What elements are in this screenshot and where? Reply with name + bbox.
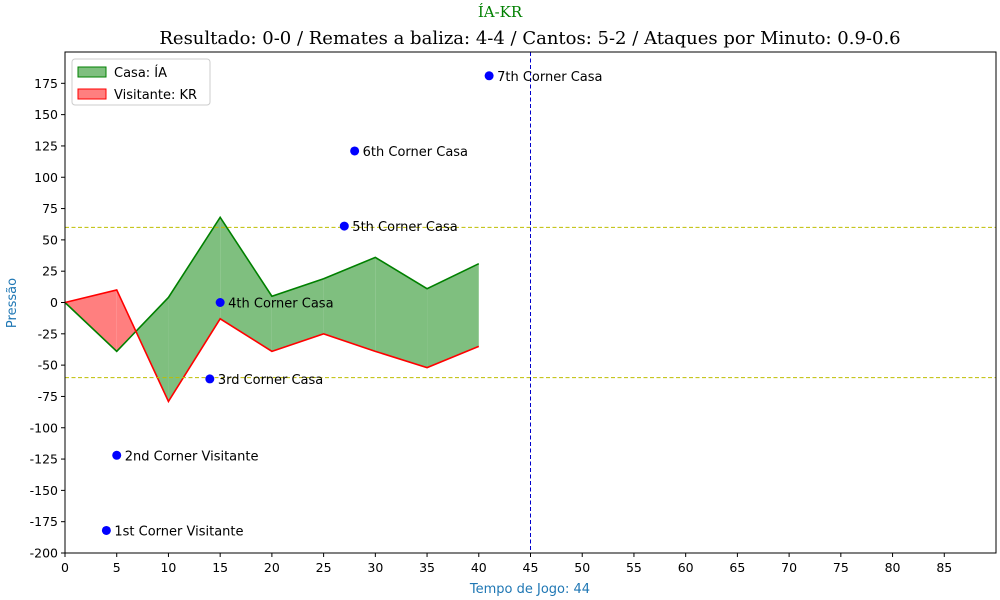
- corner-label-6: 7th Corner Casa: [497, 70, 602, 85]
- legend-label-0: Casa: ÍA: [114, 65, 167, 81]
- y-tick-label-3: -125: [30, 452, 58, 467]
- y-tick-label-8: 0: [50, 295, 58, 310]
- corner-marker-1: [112, 450, 122, 460]
- x-tick-label-15: 75: [833, 560, 849, 575]
- x-axis-label: Tempo de Jogo: 44: [469, 582, 590, 597]
- legend-label-1: Visitante: KR: [114, 88, 197, 103]
- x-tick-label-16: 80: [885, 560, 901, 575]
- plot-area: [64, 52, 996, 553]
- x-tick-label-2: 10: [160, 560, 176, 575]
- y-tick-label-6: -50: [38, 358, 58, 373]
- x-tick-label-14: 70: [781, 560, 797, 575]
- x-tick-label-12: 60: [678, 560, 694, 575]
- fill-region-0: [65, 289, 117, 352]
- corner-label-0: 1st Corner Visitante: [114, 524, 243, 539]
- y-tick-label-15: 175: [34, 76, 58, 91]
- corner-label-3: 4th Corner Casa: [228, 297, 333, 312]
- fill-region-4: [220, 217, 272, 352]
- x-tick-label-3: 15: [212, 560, 228, 575]
- corner-marker-5: [350, 146, 360, 156]
- y-tick-label-5: -75: [38, 389, 58, 404]
- x-tick-label-13: 65: [729, 560, 745, 575]
- x-tick-label-1: 5: [113, 560, 121, 575]
- annotation-layer: 1st Corner Visitante 2nd Corner Visitante…: [101, 70, 603, 539]
- y-tick-label-0: -200: [30, 546, 58, 561]
- series-line-1: [64, 289, 480, 404]
- corner-marker-0: [101, 525, 111, 535]
- corner-label-5: 6th Corner Casa: [363, 145, 468, 160]
- y-tick-label-4: -100: [30, 420, 58, 435]
- axes: 0 5 10 15 20 25 30 35 40 45 50 55 60 65 70 75 80 85 -200 -1…: [30, 51, 997, 575]
- x-tick-label-6: 30: [367, 560, 383, 575]
- legend: Casa: ÍA Visitante: KR: [71, 58, 211, 106]
- y-tick-label-14: 150: [34, 107, 58, 122]
- y-tick-label-9: 25: [42, 264, 58, 279]
- fill-region-7: [375, 257, 428, 368]
- fill-region-6: [323, 257, 376, 352]
- x-tick-label-10: 50: [574, 560, 590, 575]
- fill-region-2: [135, 297, 169, 402]
- y-tick-label-11: 75: [42, 201, 58, 216]
- y-tick-label-1: -175: [30, 514, 58, 529]
- y-tick-label-7: -25: [38, 326, 58, 341]
- legend-swatch-0: [77, 66, 107, 78]
- x-tick-label-7: 35: [419, 560, 435, 575]
- x-tick-label-0: 0: [61, 560, 69, 575]
- y-tick-label-10: 50: [42, 232, 58, 247]
- y-axis-label: Pressão: [5, 278, 20, 328]
- x-tick-label-8: 40: [471, 560, 487, 575]
- y-tick-label-2: -150: [30, 483, 58, 498]
- corner-marker-2: [205, 374, 215, 384]
- x-tick-label-17: 85: [936, 560, 952, 575]
- chart-suptitle: ÍA-KR: [478, 3, 523, 21]
- fill-region-8: [427, 263, 479, 368]
- fill-region-5: [271, 278, 324, 352]
- corner-marker-4: [339, 221, 349, 231]
- fill-region-3: [168, 217, 221, 402]
- y-tick-label-13: 125: [34, 138, 58, 153]
- corner-marker-6: [484, 71, 494, 81]
- corner-marker-3: [215, 298, 225, 307]
- corner-label-2: 3rd Corner Casa: [218, 373, 323, 388]
- series-line-0: [64, 215, 480, 353]
- x-tick-label-9: 45: [523, 560, 539, 575]
- x-tick-label-5: 25: [316, 560, 332, 575]
- x-tick-label-4: 20: [264, 560, 280, 575]
- corner-label-1: 2nd Corner Visitante: [125, 449, 259, 464]
- x-tick-label-11: 55: [626, 560, 642, 575]
- y-tick-label-12: 100: [34, 170, 58, 185]
- chart-title: Resultado: 0-0 / Remates a baliza: 4-4 /…: [159, 28, 900, 49]
- legend-swatch-1: [77, 88, 107, 100]
- corner-label-4: 5th Corner Casa: [352, 220, 457, 235]
